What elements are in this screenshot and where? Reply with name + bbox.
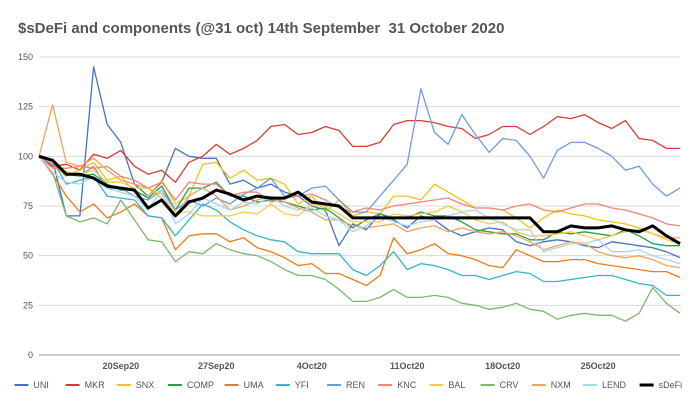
legend-label-ren: REN [346,380,365,390]
series-line-nxm [38,104,681,269]
legend: UNI MKR SNX COMP UMA YFI REN KNC BAL CRV NXM LEND sD… [14,380,682,390]
gridlines [39,56,680,356]
x-tick-label: 25Oct20 [581,361,616,371]
y-tick-label: 150 [18,52,33,62]
x-tick-label: 4Oct20 [297,361,327,371]
legend-label-sdefi: sDeFi [659,380,683,390]
legend-label-nxm: NXM [551,380,571,390]
legend-label-uni: UNI [33,380,49,390]
x-tick-label: 11Oct20 [390,361,425,371]
legend-label-mkr: MKR [85,380,106,390]
y-tick-label: 125 [18,102,33,112]
y-tick-label: 50 [23,251,33,261]
y-axis-ticks: 0 25 50 75 100 125 150 [18,52,33,360]
series-line-snx [38,155,680,239]
legend-label-uma: UMA [244,380,264,390]
chart-title: $sDeFi and components (@31 oct) 14th Sep… [18,20,505,37]
legend-label-snx: SNX [136,380,155,390]
series-line-yfi [38,155,680,297]
legend-label-crv: CRV [500,380,519,390]
series-line-sdefi [38,154,681,245]
legend-label-yfi: YFI [295,380,309,390]
y-tick-label: 25 [23,300,33,310]
series-line-lend [38,155,681,265]
series-line-crv [38,155,681,322]
y-tick-label: 100 [18,151,33,161]
series-line-mkr [38,113,680,183]
legend-label-knc: KNC [397,380,417,390]
legend-label-comp: COMP [187,380,214,390]
x-tick-label: 18Oct20 [485,361,520,371]
x-tick-label: 20Sep20 [103,361,140,371]
x-tick-label: 27Sep20 [198,361,235,371]
y-tick-label: 0 [28,350,33,360]
legend-label-bal: BAL [448,380,465,390]
series-line-comp [38,155,680,247]
series-lines [38,66,681,322]
y-tick-label: 75 [23,201,33,211]
x-axis-ticks: 20Sep20 27Sep20 4Oct20 11Oct20 18Oct20 25Oct2… [103,361,616,371]
legend-label-lend: LEND [602,380,627,390]
series-line-ren [38,88,681,213]
